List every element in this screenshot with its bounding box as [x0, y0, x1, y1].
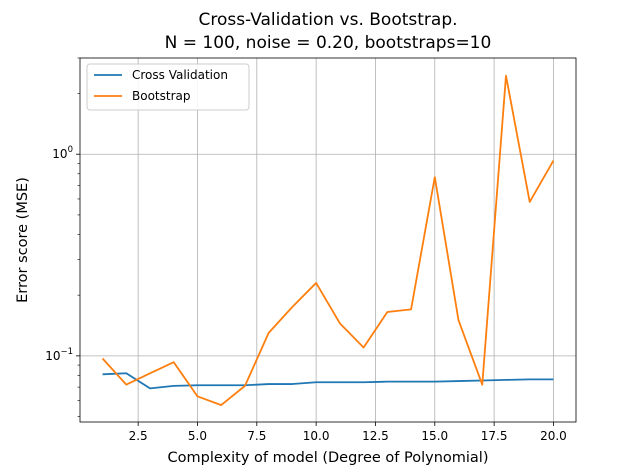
- x-tick-label: 2.5: [129, 429, 148, 443]
- x-tick-label: 5.0: [188, 429, 207, 443]
- x-tick-label: 12.5: [362, 429, 389, 443]
- x-axis-label: Complexity of model (Degree of Polynomia…: [168, 450, 489, 466]
- legend-label-cross-validation: Cross Validation: [132, 68, 228, 82]
- y-tick-labels: 10−1 100: [45, 145, 73, 363]
- x-tick-label: 15.0: [421, 429, 448, 443]
- chart-title: Cross-Validation vs. Bootstrap.: [198, 10, 457, 30]
- plot-frame: [79, 57, 577, 423]
- x-tick-labels: 2.5 5.0 7.5 10.0 12.5 15.0 17.5 20.0: [129, 429, 567, 443]
- legend: Cross Validation Bootstrap: [86, 63, 250, 111]
- x-tick-label: 7.5: [247, 429, 266, 443]
- y-tick-label: 100: [52, 145, 73, 161]
- chart-subtitle: N = 100, noise = 0.20, bootstraps=10: [165, 33, 492, 53]
- series-line-bootstrap: [101, 74, 555, 407]
- x-tick-label: 20.0: [540, 429, 567, 443]
- series-line-cross-validation: [102, 372, 554, 390]
- legend-label-bootstrap: Bootstrap: [132, 89, 190, 103]
- grid: [80, 58, 576, 422]
- axes: [76, 57, 577, 426]
- legend-box: [86, 63, 250, 111]
- x-tick-label: 10.0: [303, 429, 330, 443]
- series-group: [101, 74, 555, 407]
- y-tick-label: 10−1: [45, 347, 73, 363]
- y-axis-label: Error score (MSE): [15, 177, 31, 303]
- x-tick-label: 17.5: [481, 429, 508, 443]
